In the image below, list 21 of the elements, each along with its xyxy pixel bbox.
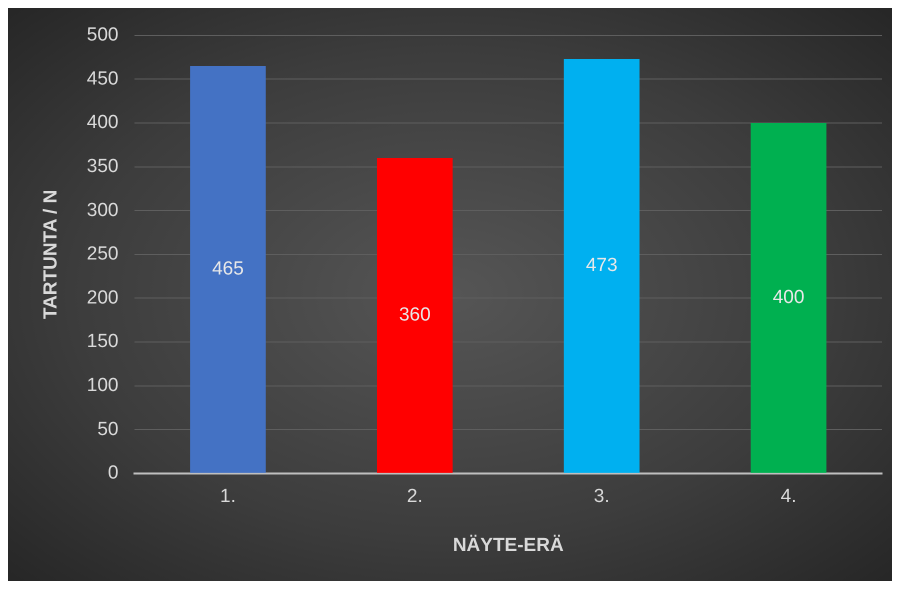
data-label: 360 bbox=[398, 304, 431, 326]
y-tick-label: 500 bbox=[86, 24, 118, 46]
data-label: 465 bbox=[212, 258, 244, 280]
data-label: 400 bbox=[772, 287, 804, 308]
x-tick-label: 4. bbox=[780, 486, 796, 508]
y-tick-label: 450 bbox=[86, 68, 118, 90]
y-tick-label: 250 bbox=[86, 244, 118, 265]
y-tick-label: 400 bbox=[86, 112, 118, 134]
x-tick-label: 2. bbox=[406, 486, 423, 508]
y-tick-label: 350 bbox=[86, 156, 118, 178]
y-tick-label: 100 bbox=[86, 375, 118, 396]
y-tick-label: 200 bbox=[86, 287, 118, 308]
y-tick-label: 50 bbox=[97, 418, 118, 440]
data-label: 473 bbox=[586, 255, 618, 276]
y-tick-label: 0 bbox=[108, 462, 118, 484]
x-axis-title: NÄYTE-ERÄ bbox=[452, 534, 564, 556]
x-tick-label: 1. bbox=[220, 486, 236, 508]
y-tick-label: 150 bbox=[86, 331, 118, 352]
y-axis-title: TARTUNTA / N bbox=[40, 190, 62, 320]
x-tick-label: 3. bbox=[594, 486, 610, 508]
y-tick-label: 300 bbox=[86, 200, 118, 221]
